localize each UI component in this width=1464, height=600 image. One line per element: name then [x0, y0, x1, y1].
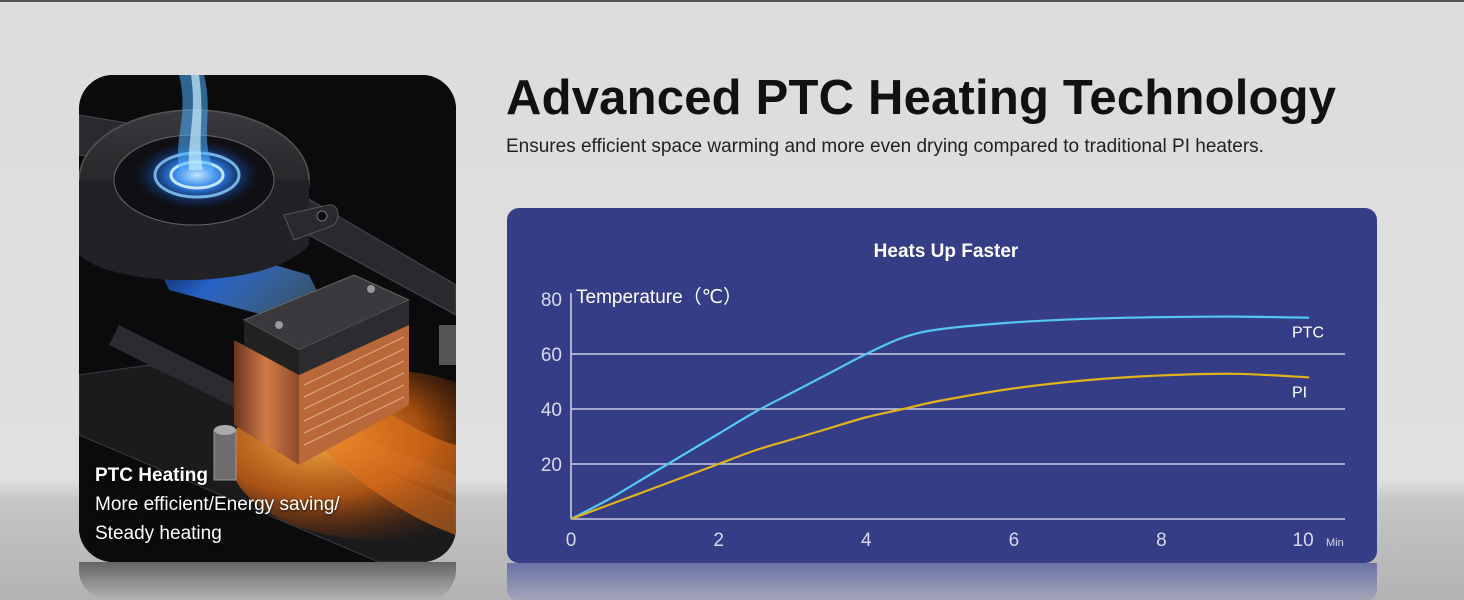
- product-caption: PTC Heating More efficient/Energy saving…: [95, 461, 340, 548]
- chart-title: Heats Up Faster: [874, 241, 1019, 262]
- series-line-ptc: [570, 315, 1310, 520]
- temperature-chart: Heats Up Faster Temperature（℃） 20 40 60 80 0…: [541, 241, 1345, 551]
- caption-line-2: Steady heating: [95, 523, 222, 544]
- product-card-reflection: [79, 562, 456, 600]
- top-border: [0, 0, 1464, 2]
- x-tick-label-10: 10: [1293, 530, 1314, 551]
- caption-line-1: More efficient/Energy saving/: [95, 494, 340, 515]
- chart-panel: Heats Up Faster Temperature（℃） 20 40 60 80 0…: [507, 208, 1377, 563]
- series-label-pi: PI: [1292, 384, 1307, 401]
- y-tick-label-20: 20: [541, 455, 562, 476]
- caption-title: PTC Heating: [95, 465, 208, 486]
- x-tick-label-6: 6: [1009, 530, 1020, 551]
- series-label-ptc: PTC: [1292, 325, 1324, 342]
- series-line-pi: [570, 372, 1310, 521]
- y-axis-label: Temperature（℃）: [576, 286, 742, 308]
- product-image-card: PTC Heating More efficient/Energy saving…: [79, 75, 456, 562]
- y-tick-label-80: 80: [541, 290, 562, 311]
- page-subtitle: Ensures efficient space warming and more…: [506, 136, 1264, 157]
- x-tick-label-2: 2: [713, 530, 724, 551]
- x-axis-label: Min: [1326, 537, 1344, 549]
- x-tick-label-0: 0: [566, 530, 577, 551]
- y-tick-label-60: 60: [541, 345, 562, 366]
- y-tick-label-40: 40: [541, 400, 562, 421]
- x-tick-label-8: 8: [1156, 530, 1167, 551]
- x-tick-label-4: 4: [861, 530, 872, 551]
- page-title: Advanced PTC Heating Technology: [506, 71, 1337, 125]
- chart-panel-reflection: [507, 563, 1377, 600]
- ptc-heater-illustration: [79, 75, 456, 562]
